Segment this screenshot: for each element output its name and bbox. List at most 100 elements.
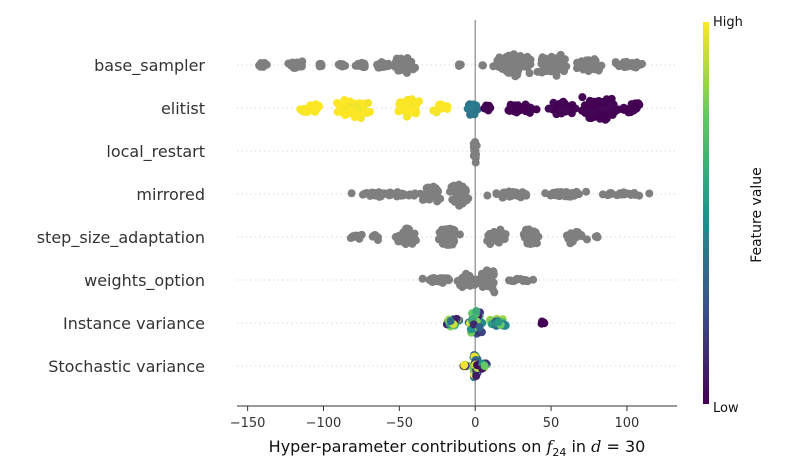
feature-row — [347, 180, 654, 210]
data-point — [501, 57, 510, 66]
data-point — [288, 59, 297, 68]
data-point — [364, 99, 373, 108]
data-point — [494, 318, 503, 327]
data-point — [619, 105, 628, 114]
data-point — [591, 232, 600, 241]
data-point — [513, 191, 522, 200]
data-point — [516, 52, 525, 61]
data-point — [478, 61, 487, 70]
data-point — [614, 62, 623, 71]
data-point — [525, 226, 534, 235]
feature-label: base_sampler — [94, 56, 205, 76]
data-point — [456, 278, 465, 287]
data-point — [348, 233, 357, 242]
data-point — [579, 63, 588, 72]
data-point — [347, 189, 356, 198]
data-point — [372, 232, 381, 241]
data-point — [338, 60, 347, 69]
data-point — [472, 307, 481, 316]
data-point — [539, 65, 548, 74]
data-point — [439, 274, 448, 283]
data-point — [400, 227, 409, 236]
data-point — [506, 52, 515, 61]
data-point — [645, 189, 654, 198]
data-point — [317, 62, 326, 71]
data-point — [333, 107, 342, 116]
colorbar-title: Feature value — [749, 167, 765, 263]
x-tick-label: −150 — [230, 416, 266, 431]
data-point — [513, 274, 522, 283]
data-point — [561, 190, 570, 199]
data-point — [564, 234, 573, 243]
colorbar-high-label: High — [713, 15, 743, 30]
feature-row — [469, 138, 481, 167]
data-point — [471, 140, 480, 149]
data-point — [590, 98, 599, 107]
data-point — [435, 101, 444, 110]
data-point — [540, 319, 549, 328]
data-point — [437, 225, 446, 234]
feature-label: step_size_adaptation — [37, 228, 205, 248]
data-point — [578, 93, 587, 102]
data-point — [455, 201, 464, 210]
data-point — [352, 101, 361, 110]
data-point — [480, 362, 489, 371]
data-point — [581, 109, 590, 118]
feature-row — [255, 50, 647, 81]
data-point — [554, 60, 563, 69]
data-point — [434, 187, 443, 196]
data-point — [365, 107, 374, 116]
data-point — [472, 372, 481, 381]
data-point — [446, 317, 455, 326]
data-point — [333, 98, 342, 107]
data-point — [500, 235, 509, 244]
data-point — [392, 191, 401, 200]
data-point — [552, 71, 561, 80]
data-point — [608, 110, 617, 119]
feature-row — [296, 93, 644, 124]
data-point — [382, 189, 391, 198]
data-point — [486, 233, 495, 242]
data-point — [460, 361, 469, 370]
feature-row — [442, 307, 549, 338]
data-point — [510, 101, 519, 110]
data-point — [576, 230, 585, 239]
data-point — [436, 194, 445, 203]
feature-label: weights_option — [84, 271, 205, 291]
data-point — [310, 100, 319, 109]
data-point — [603, 191, 612, 200]
data-point — [466, 281, 475, 290]
data-point — [393, 234, 402, 243]
data-point — [400, 97, 409, 106]
x-tick-label: 0 — [471, 416, 479, 431]
data-point — [355, 233, 364, 242]
data-point — [574, 190, 583, 199]
colorbar-gradient — [703, 22, 709, 404]
data-point — [544, 104, 553, 113]
x-tick-label: 50 — [543, 416, 560, 431]
data-point — [350, 113, 359, 122]
data-point — [399, 237, 408, 246]
data-point — [418, 195, 427, 204]
x-axis-label: Hyper-parameter contributions on f24 in … — [269, 437, 646, 459]
data-point — [532, 105, 541, 114]
feature-label: Stochastic variance — [48, 357, 205, 376]
feature-label: local_restart — [106, 142, 205, 162]
data-point — [562, 105, 571, 114]
data-point — [527, 234, 536, 243]
data-point — [375, 60, 384, 69]
data-point — [468, 101, 477, 110]
data-point — [582, 187, 591, 196]
x-axis-ticks: −150 −100 −50 0 50 100 — [230, 406, 639, 431]
x-tick-label: −100 — [306, 416, 342, 431]
data-point — [460, 192, 469, 201]
data-point — [442, 240, 451, 249]
data-point — [455, 60, 463, 69]
data-point — [599, 97, 608, 106]
colorbar-low-label: Low — [713, 401, 739, 416]
data-point — [475, 323, 484, 332]
data-point — [482, 266, 491, 275]
data-point — [371, 191, 380, 200]
